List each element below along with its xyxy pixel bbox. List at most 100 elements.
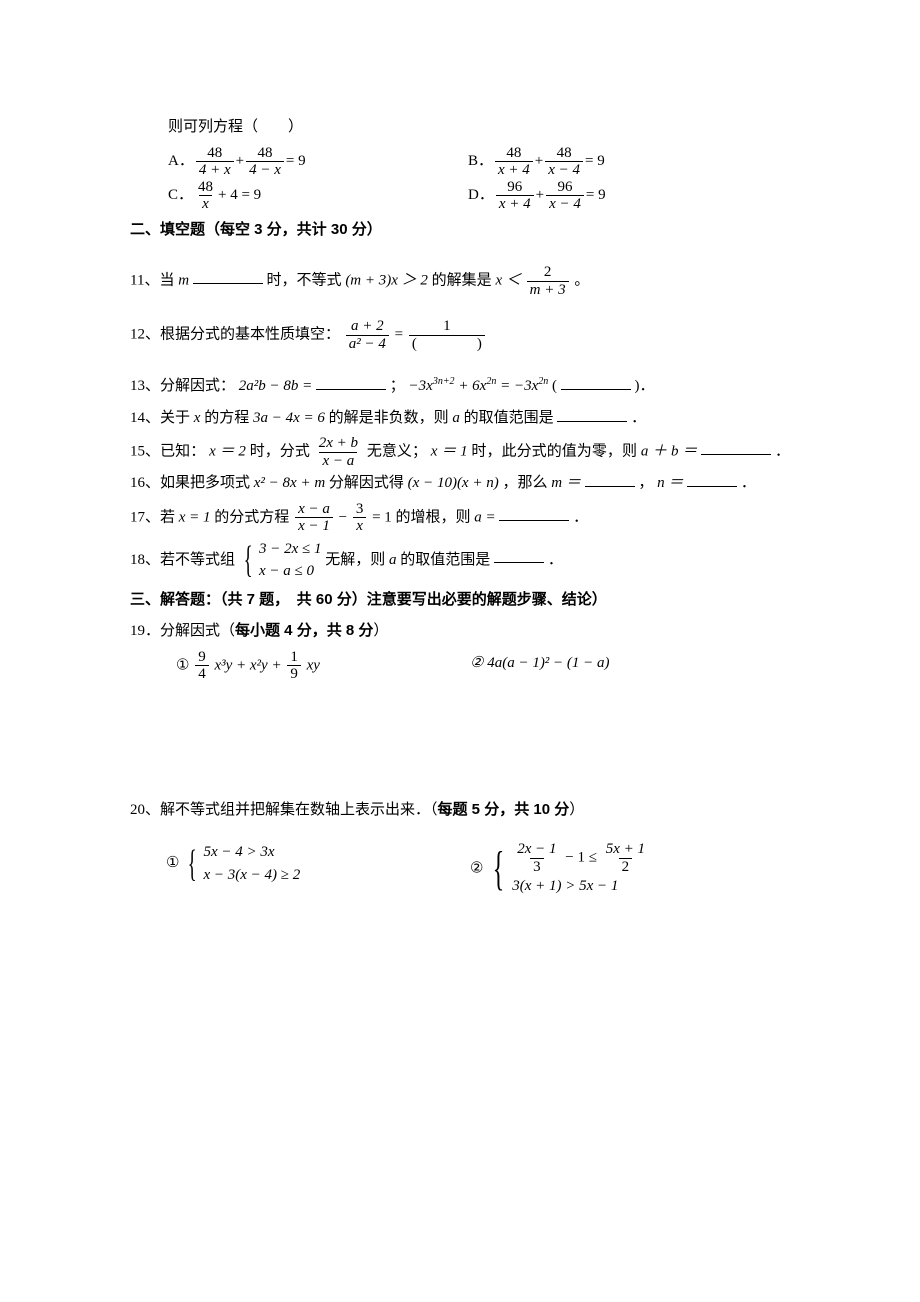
q14-a: 14、关于 — [130, 410, 190, 426]
q18-l2: x − a ≤ 0 — [259, 560, 322, 583]
q13-e2b: + 6x — [458, 378, 486, 394]
q14: 14、关于 x 的方程 3a − 4x = 6 的解是非负数，则 a 的取值范围… — [130, 404, 790, 433]
q11-c: 的解集是 — [432, 272, 492, 288]
q17-eq: = 1 — [372, 509, 395, 525]
q14-d: 的取值范围是 — [464, 410, 554, 426]
q10d-f2n: 96 — [554, 179, 575, 196]
q13-mid: ； — [390, 378, 405, 394]
q15-b: 时，分式 — [250, 443, 314, 459]
q17-aval: a = — [474, 509, 499, 525]
q13-e2as: 3n+2 — [433, 376, 455, 387]
q19-p1a: ① — [176, 657, 193, 673]
q13-e1: 2a²b − 8b = — [239, 378, 316, 394]
q20-p2f1d: 3 — [530, 858, 544, 876]
q19-bold: 每小题 4 分，共 8 分 — [235, 622, 373, 639]
q19-p1b: x³y + x²y + — [214, 657, 285, 673]
q10a-f1d: 4 + x — [196, 161, 234, 179]
q10c-eq: + 4 = 9 — [218, 181, 261, 210]
q20-h1: 20、解不等式组并把解集在数轴上表示出来．（ — [130, 802, 438, 818]
q17-b: 的分式方程 — [214, 509, 293, 525]
q17: 17、若 x = 1 的分式方程 x − ax − 1 − 3x = 1 的增根… — [130, 501, 790, 535]
q15-x1: x ＝ 1 — [431, 443, 472, 459]
q10-a-label: A． — [168, 147, 194, 176]
q19-f1d: 4 — [195, 665, 209, 683]
q19-f1n: 9 — [195, 649, 209, 666]
q18-aval: a — [389, 551, 400, 567]
q16-e: ． — [741, 475, 756, 491]
q18-d: ． — [548, 551, 563, 567]
q11-fd: m + 3 — [527, 281, 569, 299]
q13-e2d: ( — [552, 378, 557, 394]
q16-d: ， — [638, 475, 653, 491]
q10b-f2n: 48 — [554, 145, 575, 162]
q10b-f1n: 48 — [503, 145, 524, 162]
q11-a: 11、当 — [130, 272, 174, 288]
q10d-plus: + — [536, 181, 544, 210]
q11-m: m — [178, 272, 193, 288]
q10c-fn: 48 — [195, 179, 216, 196]
q18-blank — [494, 548, 544, 563]
q10b-f2d: x − 4 — [545, 161, 583, 179]
q10-row1: A． 484 + x + 484 − x = 9 B． 48x + 4 + 48… — [130, 145, 790, 179]
q10b-eq: = 9 — [585, 147, 605, 176]
q10d-f1n: 96 — [504, 179, 525, 196]
q16-c: ，那么 — [502, 475, 551, 491]
q11-fn: 2 — [541, 264, 555, 281]
q13-e2cs: 2n — [538, 376, 548, 387]
section2-heading: 二、填空题（每空 3 分，共计 30 分） — [130, 216, 790, 245]
q11-xlt: x ＜ — [495, 272, 524, 288]
q16-fact: (x − 10)(x + n) — [408, 475, 499, 491]
brace-icon: { — [493, 841, 505, 898]
q16-blank2 — [687, 472, 737, 487]
q10-row2: C． 48x + 4 = 9 D． 96x + 4 + 96x − 4 = 9 — [130, 179, 790, 213]
q15-16: 15、已知： x ＝ 2 时，分式 2x + bx − a 无意义； x ＝ 1… — [130, 435, 790, 498]
q12-f2d: ( ) — [409, 335, 485, 353]
q13-e2e: )． — [635, 378, 655, 394]
q12-f1d: a² − 4 — [346, 335, 389, 353]
q17-f2d: x — [353, 517, 366, 535]
q17-c: 的增根，则 — [396, 509, 471, 525]
q20-bold: 每题 5 分，共 10 分 — [438, 801, 570, 818]
q12: 12、根据分式的基本性质填空： a + 2a² − 4 = 1( ) — [130, 318, 790, 352]
q13-blank2 — [561, 375, 631, 390]
q10c-fd: x — [199, 195, 212, 213]
brace-icon: { — [188, 841, 197, 886]
q17-f1d: x − 1 — [295, 517, 333, 535]
q10a-f1n: 48 — [204, 145, 225, 162]
q10-b-label: B． — [468, 147, 493, 176]
q17-x1: x = 1 — [179, 509, 215, 525]
q15-a: 15、已知： — [130, 443, 205, 459]
q14-e: ． — [631, 410, 646, 426]
q14-aval: a — [452, 410, 463, 426]
q11-expr: (m + 3)x ＞ 2 — [345, 272, 431, 288]
q15-d: 时，此分式的值为零，则 — [471, 443, 640, 459]
q10a-eq: = 9 — [286, 147, 306, 176]
q11-d: 。 — [574, 272, 589, 288]
brace-icon: { — [243, 538, 252, 583]
q17-f2n: 3 — [353, 501, 367, 518]
q18-l1: 3 − 2x ≤ 1 — [259, 538, 322, 561]
q14-expr: 3a − 4x = 6 — [253, 410, 329, 426]
q13-e2a: −3x — [409, 378, 433, 394]
q14-x: x — [194, 410, 204, 426]
q11: 11、当 m 时，不等式 (m + 3)x ＞ 2 的解集是 x ＜ 2m + … — [130, 264, 790, 298]
q18: 18、若不等式组 { 3 − 2x ≤ 1 x − a ≤ 0 无解，则 a 的… — [130, 538, 790, 583]
q12-eq: = — [395, 326, 407, 342]
q11-blank — [193, 269, 263, 284]
q20-p2l2: 3(x + 1) > 5x − 1 — [512, 875, 650, 898]
q20-p2mid: − 1 ≤ — [565, 849, 600, 865]
q10d-f1d: x + 4 — [496, 195, 534, 213]
q14-c: 的解是非负数，则 — [329, 410, 449, 426]
q10-c-label: C． — [168, 181, 193, 210]
q19-tail: ） — [373, 623, 388, 639]
q10d-f2d: x − 4 — [546, 195, 584, 213]
q10a-plus: + — [236, 147, 244, 176]
q20-head: 20、解不等式组并把解集在数轴上表示出来．（每题 5 分，共 10 分） — [130, 796, 790, 825]
q12-f1n: a + 2 — [348, 318, 387, 335]
q18-c: 的取值范围是 — [400, 551, 490, 567]
q12-a: 12、根据分式的基本性质填空： — [130, 326, 340, 342]
q19-head: 19．分解因式（每小题 4 分，共 8 分） — [130, 617, 790, 646]
q20-p2label: ② — [470, 861, 487, 877]
q19-h1: 19．分解因式（ — [130, 623, 235, 639]
q19-p2: ② 4a(a − 1)² − (1 − a) — [470, 655, 610, 671]
